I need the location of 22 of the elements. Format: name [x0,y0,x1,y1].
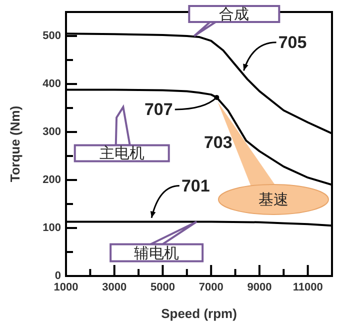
x-tick-label: 1000 [54,282,78,294]
y-tick-label: 0 [54,270,61,282]
x-tick-label: 5000 [150,282,175,294]
annotation: 基速 [258,190,288,208]
x-tick-label: 3000 [102,282,127,294]
y-axis-title: Torque (Nm) [7,106,22,182]
annotation: 707 [144,100,173,119]
annotation: 合成 [219,5,250,23]
annotation: 705 [278,32,307,52]
annotation: 703 [204,133,232,152]
x-tick-label: 7000 [198,282,224,294]
x-tick-label: 11000 [292,282,323,294]
y-tick-label: 500 [42,30,61,42]
y-tick-label: 200 [42,174,61,186]
y-tick-label: 100 [42,222,61,234]
y-tick-label: 300 [42,126,61,138]
x-axis-title: Speed (rpm) [161,306,237,321]
annotation: 辅电机 [134,244,180,262]
x-tick-label: 9000 [247,282,272,294]
annotation: 701 [181,176,210,196]
annotation: 主电机 [99,144,144,162]
y-tick-label: 400 [42,78,61,90]
